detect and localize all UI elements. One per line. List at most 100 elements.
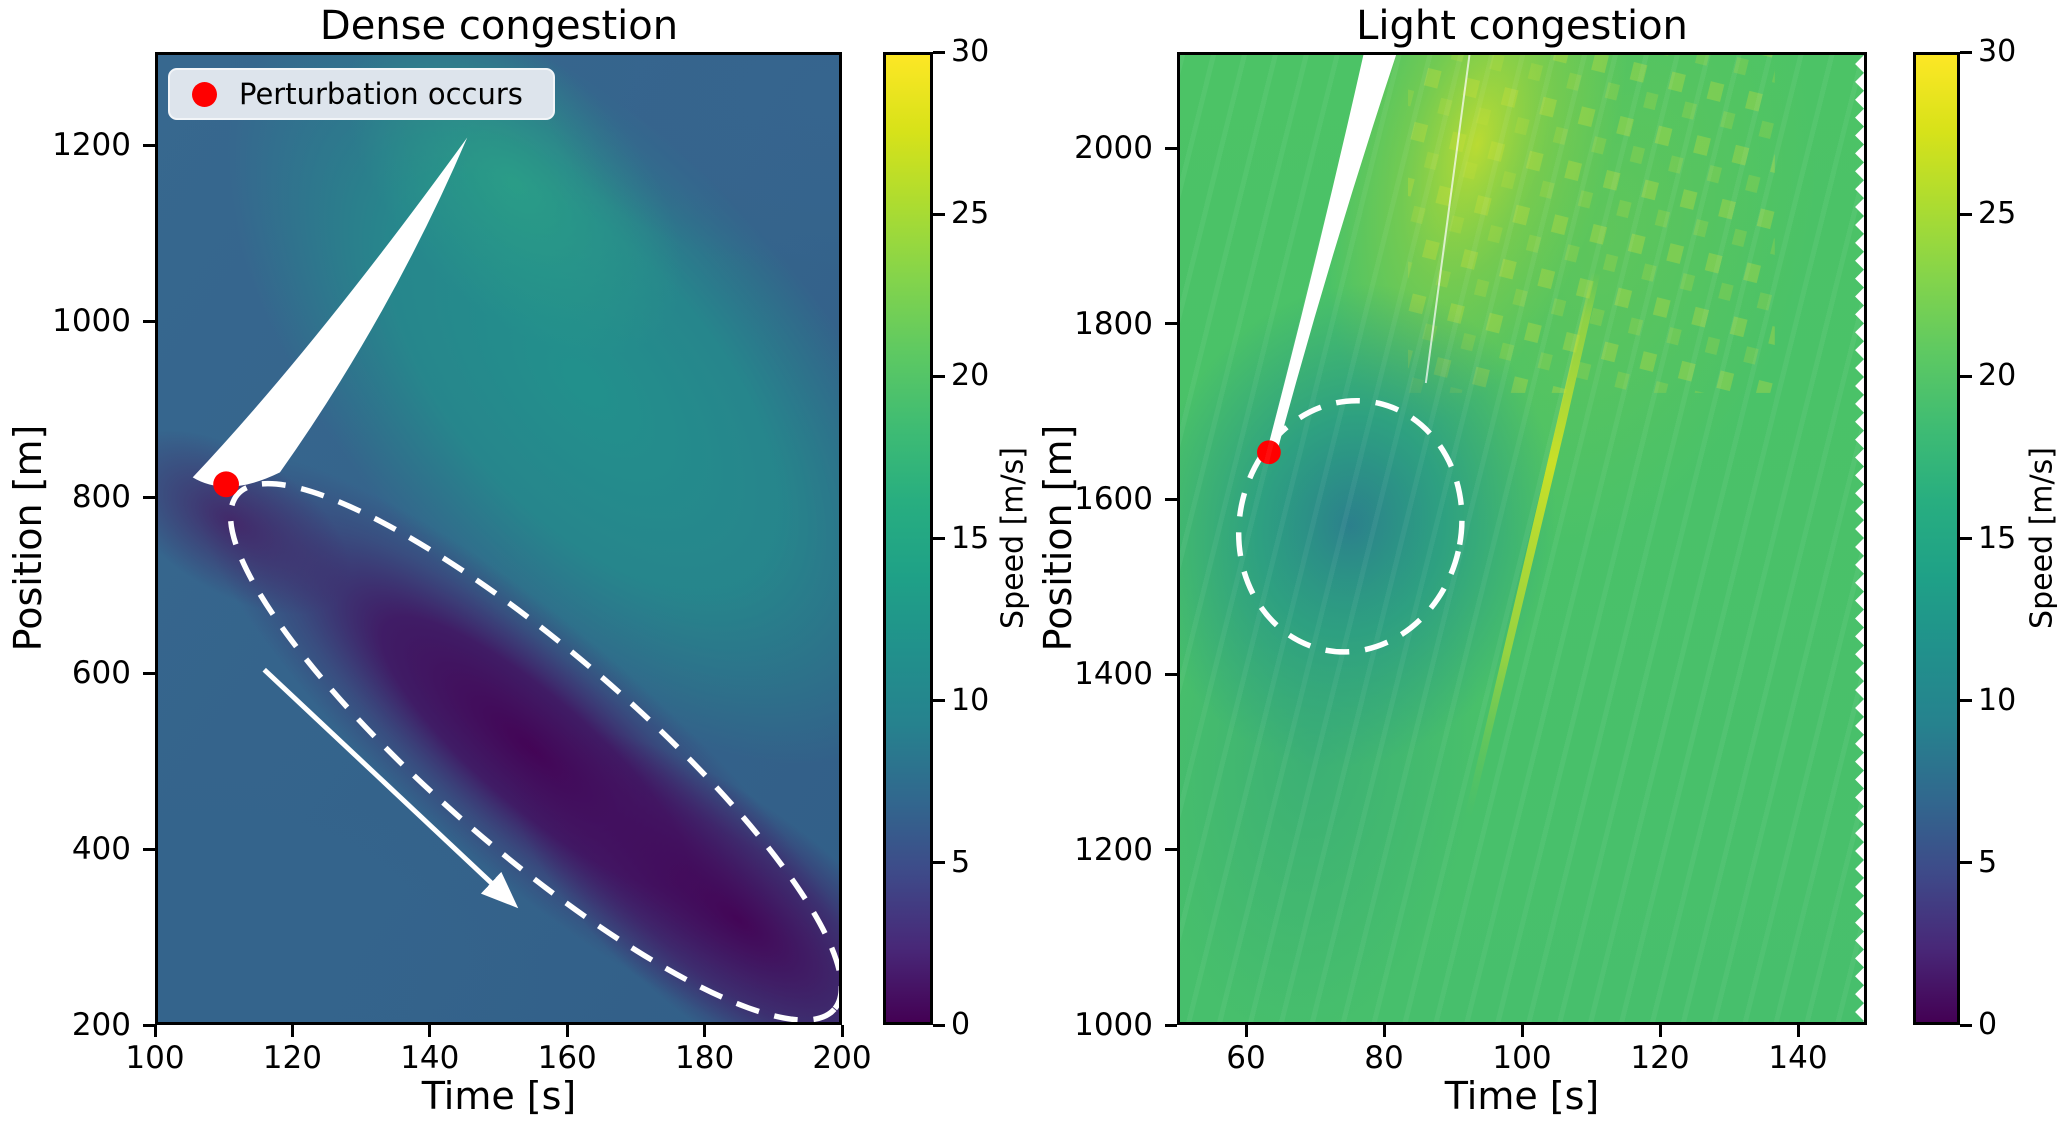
light-sawtooth-edge <box>1855 55 1864 1022</box>
heatmap-field-light <box>1180 55 1864 1022</box>
perturbation-marker <box>213 471 239 498</box>
colorbar-tick-mark <box>1960 374 1972 378</box>
heatmap-panel-light-congestion <box>1177 52 1867 1025</box>
y-tick-label: 1200 <box>52 127 131 164</box>
colorbar-tick-label: 5 <box>1978 844 1998 880</box>
perturbation-legend-marker <box>192 81 217 107</box>
colorbar-tick-label: 5 <box>951 844 971 880</box>
y-axis-label-light: Position [m] <box>1036 424 1080 652</box>
x-tick-mark <box>840 1025 844 1037</box>
colorbar-dense <box>883 52 933 1025</box>
colorbar-tick-label: 0 <box>951 1007 971 1042</box>
y-tick-label: 200 <box>71 1007 131 1043</box>
colorbar-tick-mark <box>933 699 945 703</box>
highlight-ellipse <box>1235 397 1465 655</box>
x-tick-mark <box>290 1025 294 1037</box>
dense-jam-band-core <box>509 727 839 1022</box>
y-tick-label: 800 <box>71 479 131 516</box>
y-tick-mark <box>143 847 155 851</box>
colorbar-light <box>1913 52 1960 1025</box>
colorbar-tick-mark <box>1960 212 1972 216</box>
x-tick-label: 180 <box>675 1040 735 1076</box>
x-tick-label: 160 <box>537 1040 597 1076</box>
x-axis-label-light: Time [s] <box>1444 1074 1600 1118</box>
x-tick-mark <box>1520 1025 1524 1037</box>
y-tick-mark <box>1165 1023 1177 1027</box>
x-tick-label: 140 <box>400 1040 460 1076</box>
perturbation-marker <box>1257 440 1281 465</box>
y-tick-label: 1000 <box>1074 1007 1153 1043</box>
highlight-ellipse <box>227 480 839 1022</box>
legend: Perturbation occurs <box>168 68 555 120</box>
x-tick-label: 100 <box>1492 1040 1552 1076</box>
colorbar-tick-mark <box>933 50 945 54</box>
x-tick-label: 140 <box>1768 1040 1828 1076</box>
propagation-arrow <box>262 667 519 909</box>
x-tick-mark <box>1796 1025 1800 1037</box>
light-fast-streak <box>1464 269 1601 821</box>
y-tick-label: 1000 <box>52 303 131 340</box>
y-tick-label: 1200 <box>1074 831 1153 868</box>
colorbar-tick-label: 30 <box>951 34 990 69</box>
x-tick-mark <box>153 1025 157 1037</box>
colorbar-tick-mark <box>933 374 945 378</box>
colorbar-tick-label: 20 <box>951 358 990 394</box>
y-tick-label: 1400 <box>1074 656 1153 693</box>
y-tick-label: 600 <box>71 655 131 692</box>
colorbar-tick-mark <box>1960 1023 1972 1027</box>
x-axis-label-dense: Time [s] <box>421 1074 577 1118</box>
colorbar-tick-label: 25 <box>1978 196 2017 232</box>
colorbar-tick-mark <box>1960 50 1972 54</box>
dense-top-right-background <box>544 55 839 274</box>
y-tick-mark <box>143 1023 155 1027</box>
colorbar-tick-mark <box>933 861 945 865</box>
y-tick-mark <box>1165 848 1177 852</box>
x-tick-mark <box>428 1025 432 1037</box>
legend-label: Perturbation occurs <box>239 77 523 111</box>
y-tick-mark <box>1165 497 1177 501</box>
x-tick-label: 100 <box>125 1040 185 1076</box>
colorbar-tick-label: 15 <box>1978 520 2017 556</box>
x-tick-mark <box>565 1025 569 1037</box>
y-axis-label-dense: Position [m] <box>6 424 50 652</box>
light-empty-road-wedge <box>1266 55 1397 463</box>
colorbar-tick-label: 0 <box>1978 1007 1998 1042</box>
colorbar-tick-mark <box>933 537 945 540</box>
colorbar-tick-mark <box>933 212 945 216</box>
colorbar-tick-label: 10 <box>951 682 990 718</box>
colorbar-tick-label: 30 <box>1978 34 2017 69</box>
colorbar-tick-label: 20 <box>1978 358 2017 394</box>
y-tick-mark <box>1165 146 1177 150</box>
x-tick-label: 120 <box>262 1040 322 1076</box>
x-tick-mark <box>703 1025 707 1037</box>
dense-empty-road-wedge <box>192 137 468 487</box>
y-tick-label: 2000 <box>1074 130 1153 167</box>
y-tick-label: 1600 <box>1074 481 1153 518</box>
x-tick-label: 200 <box>812 1040 872 1076</box>
x-tick-label: 80 <box>1364 1040 1404 1076</box>
x-tick-mark <box>1382 1025 1386 1037</box>
y-tick-mark <box>1165 672 1177 676</box>
y-tick-label: 400 <box>71 831 131 868</box>
colorbar-tick-mark <box>933 1023 945 1027</box>
panel-title-dense: Dense congestion <box>319 3 679 49</box>
colorbar-tick-label: 25 <box>951 196 990 232</box>
y-tick-mark <box>143 143 155 147</box>
heatmap-panel-dense-congestion: Perturbation occurs <box>155 52 842 1025</box>
colorbar-tick-mark <box>1960 537 1972 540</box>
y-tick-mark <box>1165 322 1177 326</box>
x-tick-label: 120 <box>1630 1040 1690 1076</box>
y-tick-label: 1800 <box>1074 305 1153 342</box>
colorbar-tick-mark <box>1960 699 1972 703</box>
colorbar-tick-label: 10 <box>1978 682 2017 718</box>
light-slowdown-haze <box>1180 463 1480 1022</box>
colorbar-tick-label: 15 <box>951 520 990 556</box>
x-tick-mark <box>1658 1025 1662 1037</box>
heatmap-field-dense <box>158 55 839 1022</box>
y-tick-mark <box>143 671 155 675</box>
x-tick-label: 60 <box>1226 1040 1266 1076</box>
y-tick-mark <box>143 495 155 499</box>
colorbar-tick-mark <box>1960 861 1972 865</box>
light-hairline-gap <box>1424 55 1471 384</box>
